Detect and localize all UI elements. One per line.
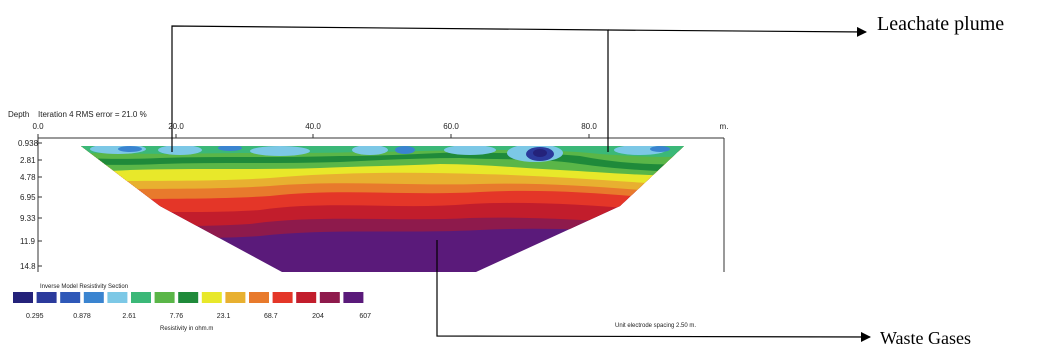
- resistivity-section: [81, 146, 684, 272]
- legend-value-label: 68.7: [264, 313, 278, 320]
- depth-label: Depth: [8, 110, 29, 119]
- legend-color-bar: [13, 292, 364, 303]
- legend-value-label: 204: [312, 313, 324, 320]
- legend-swatch: [178, 292, 199, 303]
- depth-tick-label: 9.33: [20, 214, 36, 223]
- legend-values: 0.295 0.878 2.61 7.76 23.1 68.7 204 607: [26, 313, 371, 320]
- legend-value-label: 23.1: [217, 313, 231, 320]
- electrode-spacing-label: Unit electrode spacing 2.50 m.: [615, 323, 696, 329]
- legend-swatch: [249, 292, 269, 303]
- legend-swatch: [296, 292, 317, 303]
- leachate-arrow: [607, 26, 867, 37]
- legend-value-label: 0.878: [73, 313, 91, 320]
- legend-value-label: 2.61: [122, 313, 136, 320]
- depth-tick-label: 6.95: [20, 193, 36, 202]
- legend-unit-label: Resistivity in ohm.m: [160, 326, 213, 332]
- legend-value-label: 607: [359, 313, 371, 320]
- x-tick-label: 80.0: [581, 122, 597, 131]
- legend-title: Inverse Model Resistivity Section: [40, 284, 128, 290]
- x-unit-label: m.: [720, 122, 729, 131]
- legend-swatch: [13, 292, 33, 303]
- x-tick-label: 20.0: [168, 122, 184, 131]
- x-tick-label: 60.0: [443, 122, 459, 131]
- depth-tick-label: 0.938: [18, 139, 39, 148]
- depth-tick-label: 4.78: [20, 173, 36, 182]
- depth-tick-label: 11.9: [20, 237, 36, 246]
- legend-value-label: 0.295: [26, 313, 44, 320]
- leachate-bracket-line: [171, 25, 609, 152]
- legend-swatch: [154, 292, 175, 303]
- legend-swatch: [83, 292, 104, 303]
- x-axis-ticks: [37, 134, 590, 138]
- waste-gases-label: Waste Gases: [880, 328, 971, 348]
- depth-axis-ticks: [38, 142, 42, 267]
- legend-swatch: [272, 292, 293, 303]
- legend-swatch: [36, 292, 57, 303]
- legend-swatch: [343, 292, 364, 303]
- legend-swatch: [225, 292, 246, 303]
- x-tick-label: 0.0: [32, 122, 44, 131]
- depth-tick-label: 14.8: [20, 262, 36, 271]
- leachate-plume-label: Leachate plume: [877, 13, 1004, 35]
- legend-swatch: [201, 292, 222, 303]
- legend-swatch: [107, 292, 128, 303]
- legend-swatch: [60, 292, 81, 303]
- waste-gases-arrow: [436, 240, 871, 342]
- legend-swatch: [319, 292, 340, 303]
- legend-value-label: 7.76: [170, 313, 184, 320]
- iteration-label: Iteration 4 RMS error = 21.0 %: [38, 110, 147, 119]
- depth-tick-label: 2.81: [20, 156, 36, 165]
- x-tick-label: 40.0: [305, 122, 321, 131]
- legend-swatch: [131, 292, 151, 303]
